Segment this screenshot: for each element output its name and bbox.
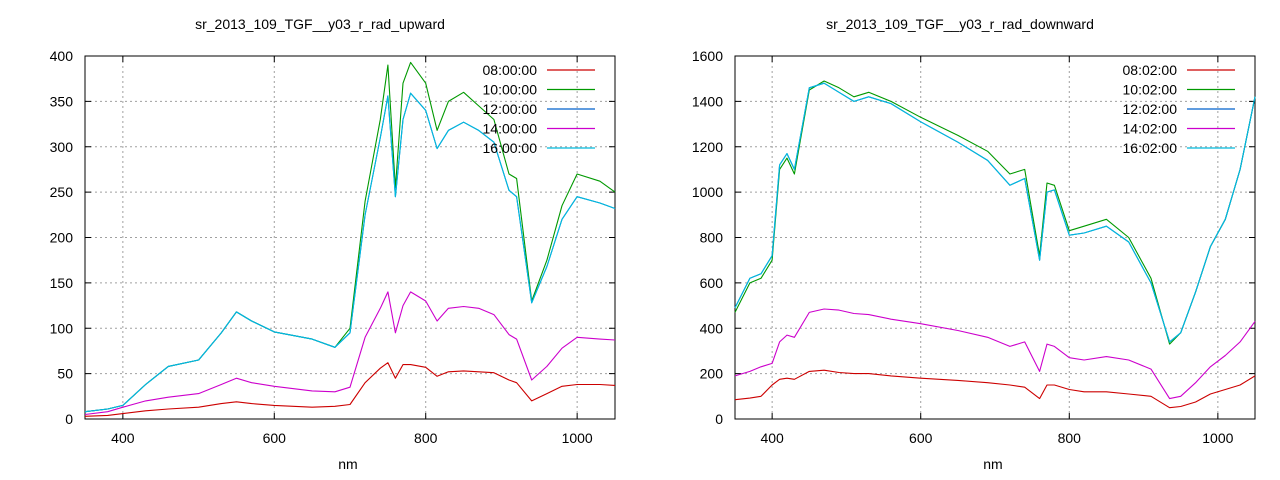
x-tick-label: 600 [909, 430, 933, 446]
y-tick-label: 1200 [692, 139, 723, 155]
y-tick-label: 50 [57, 366, 73, 382]
series-line [734, 82, 1256, 343]
series-line [734, 82, 1256, 343]
y-tick-label: 150 [50, 275, 74, 291]
y-tick-label: 300 [50, 139, 74, 155]
legend-label: 16:00:00 [483, 140, 538, 156]
y-tick-label: 200 [50, 230, 74, 246]
x-axis-label: nm [338, 456, 358, 472]
y-tick-label: 200 [700, 366, 724, 382]
y-tick-label: 400 [50, 48, 74, 64]
legend-label: 14:02:00 [1123, 121, 1178, 137]
y-tick-label: 350 [50, 93, 74, 109]
y-tick-label: 1400 [692, 93, 723, 109]
x-tick-label: 800 [414, 430, 438, 446]
chart-title: sr_2013_109_TGF__y03_r_rad_downward [826, 16, 1094, 32]
y-tick-label: 0 [715, 411, 723, 427]
legend-label: 10:00:00 [483, 82, 538, 98]
y-tick-label: 250 [50, 184, 74, 200]
x-tick-label: 600 [263, 430, 287, 446]
y-tick-label: 100 [50, 320, 74, 336]
legend-label: 10:02:00 [1123, 82, 1178, 98]
x-axis-label: nm [983, 456, 1003, 472]
legend-label: 12:02:00 [1123, 101, 1178, 117]
legend-label: 14:00:00 [483, 121, 538, 137]
downward-chart-panel: sr_2013_109_TGF__y03_r_rad_downward 400 6… [640, 0, 1280, 480]
y-tick-label: 600 [700, 275, 724, 291]
y-tick-label: 1000 [692, 184, 723, 200]
series-line [84, 362, 616, 417]
y-tick-label: 0 [65, 411, 73, 427]
y-tick-label: 1600 [692, 48, 723, 64]
x-tick-label: 400 [760, 430, 784, 446]
y-tick-label: 800 [700, 230, 724, 246]
series-line [734, 308, 1256, 400]
x-tick-label: 800 [1058, 430, 1082, 446]
downward-chart-plot: 400 600 800 1000 0 200 400 600 800 1000 1200 1400 16… [692, 48, 1256, 446]
legend-label: 12:00:00 [483, 101, 538, 117]
chart-title: sr_2013_109_TGF__y03_r_rad_upward [195, 16, 445, 32]
x-tick-label: 1000 [1202, 430, 1233, 446]
series-line [734, 80, 1256, 345]
x-tick-label: 400 [111, 430, 135, 446]
series-line [734, 369, 1256, 409]
x-tick-label: 1000 [562, 430, 593, 446]
legend-label: 08:00:00 [483, 62, 538, 78]
y-tick-label: 400 [700, 320, 724, 336]
series-line [84, 291, 616, 416]
series-line [84, 92, 616, 413]
legend-label: 16:02:00 [1123, 140, 1178, 156]
upward-chart-panel: sr_2013_109_TGF__y03_r_rad_upward 400 600… [50, 16, 616, 472]
legend-label: 08:02:00 [1123, 62, 1178, 78]
upward-chart-plot: 400 600 800 1000 0 50 100 150 200 250 300 350 400 08:… [50, 48, 616, 446]
